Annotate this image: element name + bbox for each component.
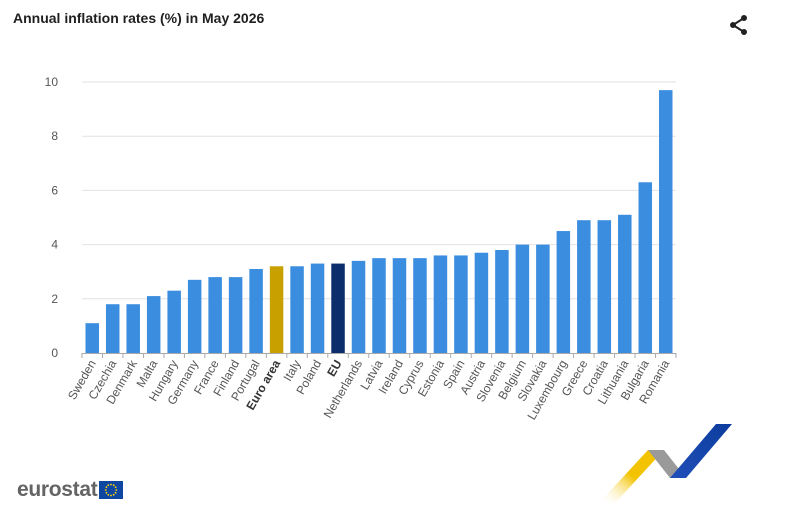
y-tick-label: 10	[45, 75, 59, 89]
bar[interactable]	[392, 258, 407, 353]
bar[interactable]	[659, 90, 673, 353]
bar[interactable]	[351, 260, 366, 353]
bar[interactable]	[167, 290, 181, 353]
bar-chart: 0246810SwedenCzechiaDenmarkMaltaHungaryG…	[45, 75, 677, 422]
bar[interactable]	[577, 220, 591, 353]
eurostat-chevron-decoration	[600, 424, 732, 502]
share-icon[interactable]	[727, 13, 751, 37]
bar[interactable]	[474, 252, 489, 353]
bar[interactable]	[536, 244, 550, 353]
chart-title: Annual inflation rates (%) in May 2026	[13, 10, 265, 26]
bar[interactable]	[495, 250, 509, 353]
bar[interactable]	[85, 323, 99, 353]
bar[interactable]	[249, 268, 263, 353]
bar[interactable]	[310, 263, 325, 353]
bar[interactable]	[515, 244, 530, 353]
y-tick-label: 0	[51, 346, 58, 360]
y-tick-label: 6	[51, 183, 58, 197]
bar[interactable]	[433, 255, 448, 353]
logo-text: eurostat	[17, 478, 98, 501]
eurostat-logo: eurostat	[17, 478, 124, 502]
y-tick-label: 2	[51, 292, 58, 306]
y-tick-label: 8	[51, 129, 58, 143]
bar[interactable]	[413, 258, 427, 353]
bar[interactable]	[597, 220, 612, 353]
bar[interactable]	[290, 266, 304, 353]
bar[interactable]	[638, 182, 653, 353]
bar[interactable]	[105, 304, 120, 353]
eu-flag-icon	[99, 481, 124, 499]
bar[interactable]	[228, 277, 243, 353]
y-tick-label: 4	[51, 238, 58, 252]
bar[interactable]	[618, 214, 632, 353]
bar[interactable]	[331, 263, 345, 353]
bar[interactable]	[187, 279, 202, 353]
bar[interactable]	[208, 277, 222, 353]
bar[interactable]	[372, 258, 386, 353]
bar[interactable]	[126, 304, 140, 353]
bar[interactable]	[454, 255, 468, 353]
bar[interactable]	[269, 266, 284, 353]
bar[interactable]	[556, 231, 571, 353]
bar[interactable]	[146, 296, 161, 353]
